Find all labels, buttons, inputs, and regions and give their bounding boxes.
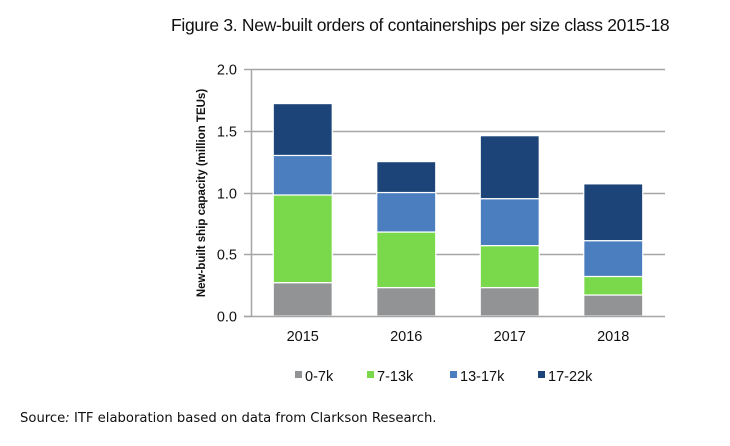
source-note: Source: ITF elaboration based on data fr… — [20, 411, 437, 426]
y-tick-label: 1.0 — [217, 187, 237, 203]
legend-label: 0-7k — [305, 369, 334, 385]
bar-segment-7-13k — [583, 275, 644, 296]
x-tick-label: 2017 — [494, 329, 526, 345]
legend-swatch — [367, 371, 374, 378]
legend-item-13-17k: 13-17k — [450, 369, 505, 385]
source-text: ITF elaboration based on data from Clark… — [69, 411, 437, 426]
legend-item-17-22k: 17-22k — [538, 369, 593, 385]
legend-swatch — [295, 371, 302, 378]
bar-segment-17-22k — [479, 135, 540, 200]
bar-segment-13-17k — [583, 240, 644, 278]
y-tick-label: 0.5 — [217, 248, 237, 264]
source-prefix: Source — [20, 411, 66, 426]
bar-stack-2016 — [376, 161, 437, 317]
legend-label: 13-17k — [460, 369, 505, 385]
bar-stack-2017 — [479, 135, 540, 317]
y-tick-label: 0.0 — [217, 310, 237, 326]
bar-segment-13-17k — [272, 154, 333, 196]
legend-label: 17-22k — [548, 369, 593, 385]
y-axis-title: New-built ship capacity (million TEUs) — [196, 89, 208, 297]
bar-segment-7-13k — [479, 245, 540, 289]
bar-segment-17-22k — [272, 102, 333, 157]
legend: 0-7k 7-13k 13-17k 17-22k — [295, 369, 593, 385]
bar-segment-13-17k — [479, 198, 540, 247]
bar-stacks — [272, 102, 644, 317]
bar-segment-7-13k — [272, 194, 333, 284]
x-tick-labels: 2015 2016 2017 2018 — [287, 329, 630, 345]
legend-item-0-7k: 0-7k — [295, 369, 334, 385]
bar-segment-0-7k — [272, 282, 333, 317]
x-tick-label: 2016 — [390, 329, 422, 345]
bar-stack-2015 — [272, 102, 333, 317]
bar-segment-17-22k — [376, 161, 437, 194]
legend-swatch — [538, 371, 545, 378]
x-tick-label: 2018 — [597, 329, 629, 345]
axes — [244, 68, 665, 318]
y-tick-label: 2.0 — [217, 63, 237, 79]
legend-item-7-13k: 7-13k — [367, 369, 414, 385]
bar-segment-0-7k — [583, 294, 644, 317]
y-tick-labels: 0.0 0.5 1.0 1.5 2.0 — [217, 63, 237, 326]
legend-label: 7-13k — [377, 369, 414, 385]
bar-stack-2018 — [583, 183, 644, 317]
chart-title: Figure 3. New-built orders of containers… — [171, 15, 670, 35]
x-tick-label: 2015 — [287, 329, 319, 345]
bar-segment-0-7k — [479, 286, 540, 317]
source-colon: : — [65, 411, 70, 426]
bar-segment-17-22k — [583, 183, 644, 242]
bar-segment-13-17k — [376, 191, 437, 233]
y-tick-label: 1.5 — [217, 125, 237, 141]
bar-segment-7-13k — [376, 231, 437, 289]
legend-swatch — [450, 371, 457, 378]
bar-segment-0-7k — [376, 286, 437, 317]
